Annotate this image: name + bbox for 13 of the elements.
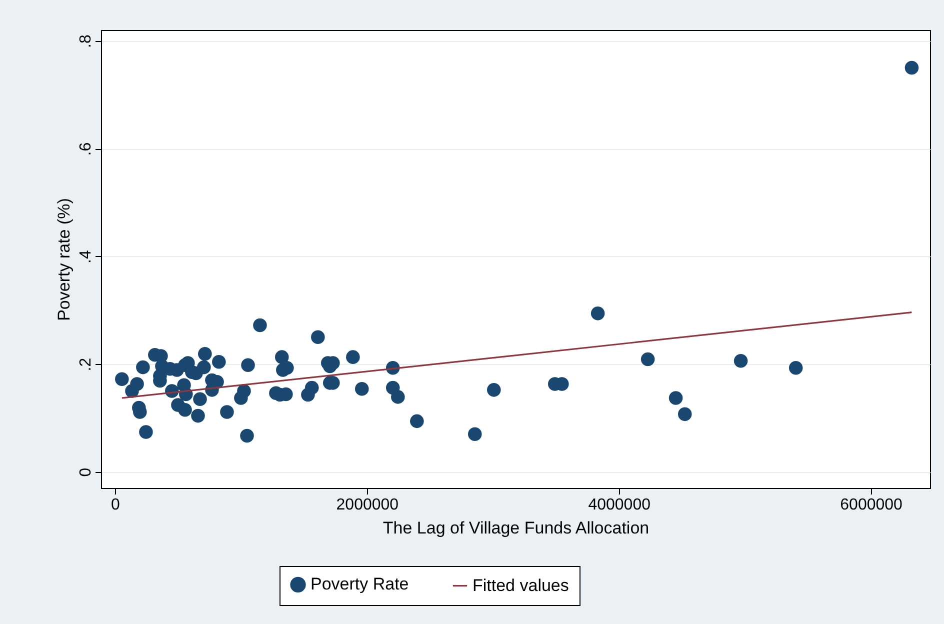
x-tick-label: 6000000	[840, 496, 903, 514]
y-tick-label: .6	[78, 142, 94, 156]
y-tick-label: .4	[78, 250, 94, 264]
y-tick-label: 0	[78, 468, 94, 477]
legend-label: Fitted values	[472, 576, 569, 595]
x-tick-label: 2000000	[336, 496, 399, 514]
y-tick-label: .8	[78, 34, 94, 48]
x-tick-label: 4000000	[588, 496, 651, 514]
legend-label: Poverty Rate	[310, 574, 409, 594]
x-axis-title: The Lag of Village Funds Allocation	[382, 518, 650, 538]
y-tick-label: .2	[78, 358, 94, 372]
y-axis-title: Poverty rate (%)	[54, 198, 74, 321]
x-tick-label: 0	[111, 496, 120, 514]
